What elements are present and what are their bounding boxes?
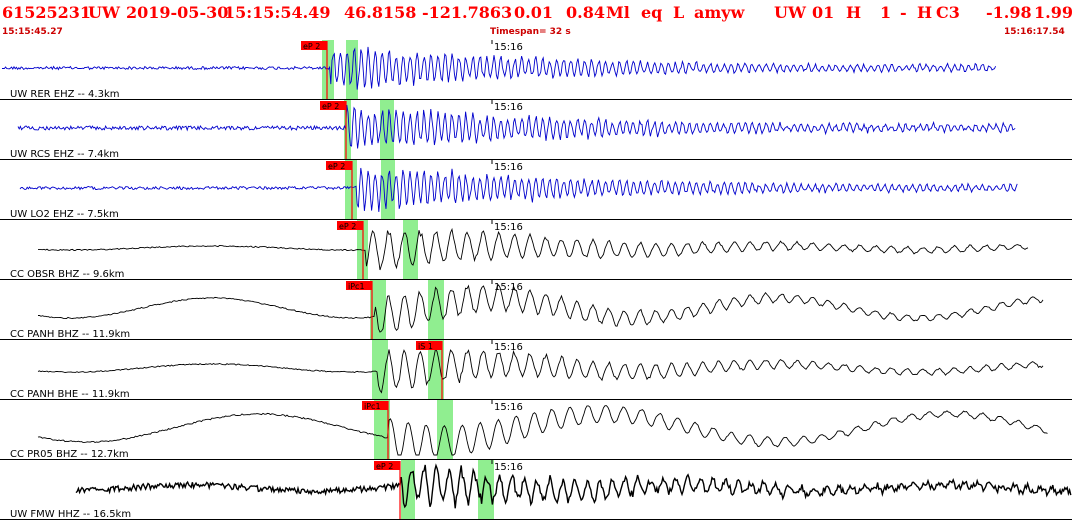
event-time: 15:15:54.49	[224, 3, 331, 22]
event-id: 61525231	[2, 3, 92, 22]
event-lon: -121.7863	[422, 3, 513, 22]
pick-flag	[337, 221, 363, 230]
station-label: UW FMW HHZ -- 16.5km	[10, 509, 131, 520]
pick-label: iPc1	[348, 282, 365, 291]
station-label: UW RER EHZ -- 4.3km	[10, 89, 119, 100]
waveform-trace	[17, 104, 1016, 149]
waveform-trace	[37, 405, 1048, 456]
waveform-trace	[19, 167, 1018, 212]
time-bar: 15:15:45.27 Timespan= 32 s 15:16:17.54	[0, 26, 1072, 40]
phase-window-highlight	[428, 280, 444, 340]
trace-row[interactable]: 15:16 eP 2 UW FMW HHZ -- 16.5km	[0, 460, 1072, 520]
phase-window-highlight	[437, 400, 453, 460]
station-label: UW RCS EHZ -- 7.4km	[10, 149, 119, 160]
minute-label: 15:16	[494, 342, 523, 353]
trace-row[interactable]: 15:16 eP 2 CC OBSR BHZ -- 9.6km	[0, 220, 1072, 280]
phase-window-highlight	[344, 100, 351, 160]
pick-flag	[301, 41, 327, 50]
pick-label: iS 1	[418, 342, 433, 351]
event-type: eq	[641, 3, 663, 22]
trace-row[interactable]: 15:16 iPc1 CC PANH BHZ -- 11.9km	[0, 280, 1072, 340]
pick-label: eP 2	[328, 162, 345, 171]
station-label: UW LO2 EHZ -- 7.5km	[10, 209, 119, 220]
field-h1: H	[846, 3, 862, 22]
phase-window-highlight	[345, 160, 357, 220]
pick-label: eP 2	[322, 102, 339, 111]
end-time: 15:16:17.54	[1004, 27, 1065, 37]
phase-window-highlight	[372, 340, 388, 400]
phase-window-highlight	[381, 160, 395, 220]
event-analyst: amyw	[694, 3, 745, 22]
pick-flag	[320, 101, 346, 110]
minute-label: 15:16	[494, 102, 523, 113]
phase-window-highlight	[322, 40, 334, 100]
pick-label: eP 2	[339, 222, 356, 231]
phase-window-highlight	[370, 280, 386, 340]
phase-window-highlight	[478, 460, 494, 520]
minute-label: 15:16	[494, 402, 523, 413]
event-date: 2019-05-30	[126, 3, 229, 22]
event-network: UW	[88, 3, 120, 22]
station-label: CC PANH BHZ -- 11.9km	[10, 329, 130, 340]
event-magnitude: 0.84	[566, 3, 605, 22]
phase-window-highlight	[403, 220, 418, 280]
phase-window-highlight	[374, 400, 390, 460]
field-dash: -	[900, 3, 907, 22]
pick-flag	[346, 281, 372, 290]
trace-row[interactable]: 15:16 iS 1 CC PANH BHE -- 11.9km	[0, 340, 1072, 400]
trace-row[interactable]: 15:16 iPc1 CC PR05 BHZ -- 12.7km	[0, 400, 1072, 460]
field-v2: 1.99	[1034, 3, 1072, 22]
pick-label: eP 2	[376, 462, 393, 471]
minute-label: 15:16	[494, 282, 523, 293]
station-label: CC OBSR BHZ -- 9.6km	[10, 269, 124, 280]
waveform-trace	[1, 46, 997, 90]
trace-row[interactable]: 15:16 eP 2 UW RER EHZ -- 4.3km	[0, 40, 1072, 100]
station-label: CC PR05 BHZ -- 12.7km	[10, 449, 129, 460]
minute-label: 15:16	[494, 462, 523, 473]
pick-flag	[326, 161, 352, 170]
trace-row[interactable]: 15:16 eP 2 UW RCS EHZ -- 7.4km	[0, 100, 1072, 160]
event-depth: 0.01	[514, 3, 553, 22]
waveform-trace	[38, 227, 1029, 271]
field-h2: 1	[880, 3, 892, 22]
phase-window-highlight	[428, 340, 444, 400]
minute-label: 15:16	[494, 162, 523, 173]
event-mag-type: Ml	[606, 3, 630, 22]
pick-flag	[362, 401, 388, 410]
event-flag: L	[673, 3, 685, 22]
station-label: CC PANH BHE -- 11.9km	[10, 389, 130, 400]
seismogram-panel[interactable]: 15:16 eP 2 UW RER EHZ -- 4.3km 15:16 eP 2 UW …	[0, 40, 1072, 521]
pick-flag	[374, 461, 400, 470]
pick-flag	[416, 341, 442, 350]
start-time: 15:15:45.27	[2, 27, 63, 37]
pick-label: eP 2	[303, 42, 320, 51]
review-network: UW	[774, 3, 806, 22]
event-header: 61525231 UW 2019-05-30 15:15:54.49 46.81…	[0, 0, 1072, 26]
waveform-trace	[38, 284, 1044, 333]
pick-label: iPc1	[364, 402, 381, 411]
review-number: 01	[812, 3, 835, 22]
event-lat: 46.8158	[344, 3, 417, 22]
minute-label: 15:16	[494, 42, 523, 53]
waveform-trace	[37, 347, 1044, 394]
field-c3: C3	[936, 3, 960, 22]
field-h3: H	[917, 3, 933, 22]
minute-label: 15:16	[494, 222, 523, 233]
field-v1: -1.98	[986, 3, 1032, 22]
waveform-trace	[75, 463, 1072, 509]
trace-row[interactable]: 15:16 eP 2 UW LO2 EHZ -- 7.5km	[0, 160, 1072, 220]
timespan: Timespan= 32 s	[490, 27, 571, 37]
